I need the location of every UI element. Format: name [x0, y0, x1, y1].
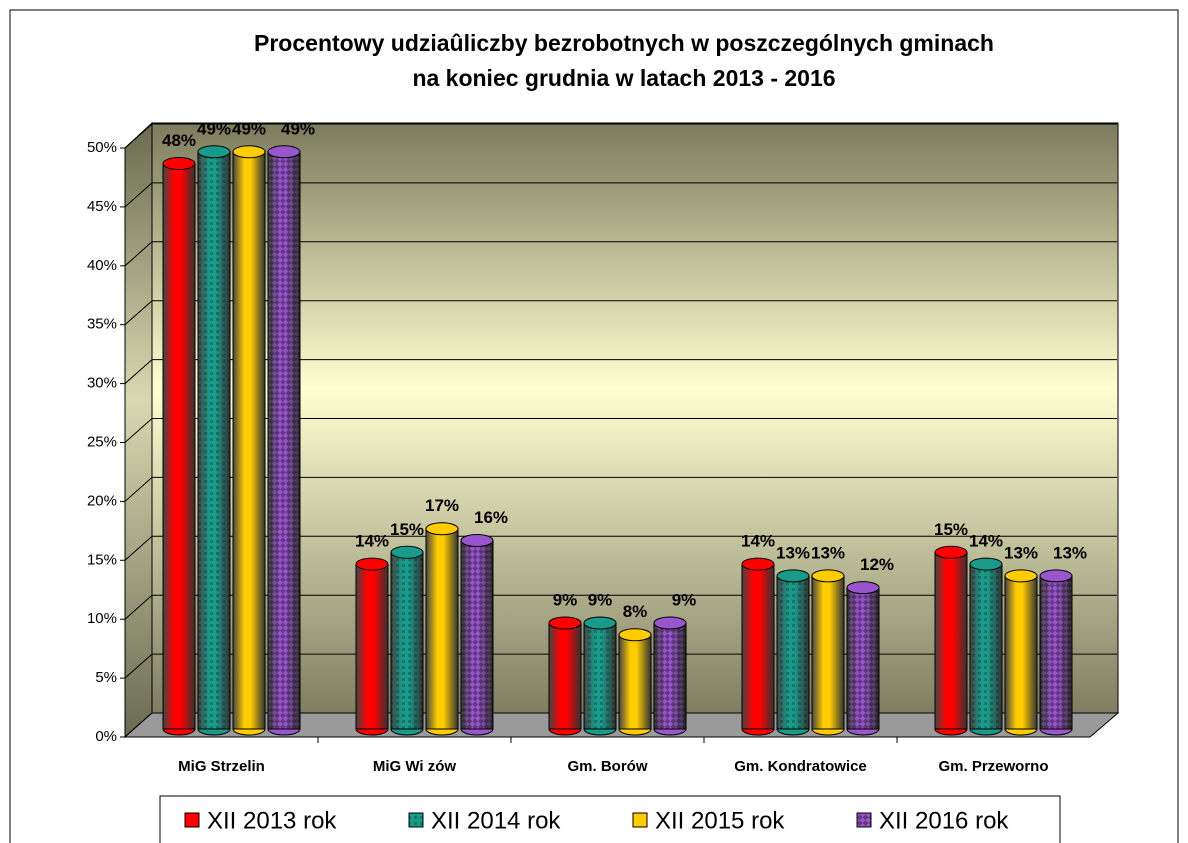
bar: [162, 163, 196, 730]
bar-pattern: [970, 564, 1002, 729]
y-tick-label: 35%: [87, 316, 117, 333]
frame: [9, 9, 1179, 843]
bar-cap: [197, 145, 231, 159]
bar-pattern: [847, 587, 879, 729]
grid-line: [124, 418, 153, 443]
bar-cap: [267, 145, 301, 159]
legend: [159, 795, 1061, 843]
bar: [548, 622, 582, 730]
value-label: 14%: [969, 532, 1003, 551]
x-tick-label: MiG Strzelin: [178, 758, 265, 775]
grid-line: [124, 300, 153, 326]
x-tick-label: MiG Wi zów: [373, 758, 457, 775]
value-label: 48%: [162, 131, 196, 150]
y-tick-label: 25%: [87, 433, 117, 450]
grid-line: [124, 653, 153, 679]
value-label: 13%: [776, 543, 810, 562]
y-tick-label: 20%: [87, 492, 117, 509]
value-label: 17%: [425, 496, 459, 515]
chart-title: Procentowy udziaûliczby bezrobotnych w p…: [254, 30, 994, 56]
bar: [811, 575, 845, 730]
bar-cap: [618, 628, 652, 642]
bar-pattern: [777, 575, 809, 729]
bar-cap: [583, 616, 617, 630]
legend-pattern: [409, 813, 423, 827]
value-label: 14%: [355, 532, 389, 551]
bar-pattern: [1040, 575, 1072, 729]
value-label: 12%: [860, 555, 894, 574]
bar-pattern: [461, 540, 493, 729]
legend-label: XII 2014 rok: [431, 807, 561, 834]
x-tick-label: Gm. Kondratowice: [734, 758, 867, 775]
bar-cap: [934, 545, 968, 559]
value-label: 9%: [672, 590, 697, 609]
y-tick-label: 15%: [87, 551, 117, 568]
y-tick-label: 5%: [95, 669, 117, 686]
legend-label: XII 2013 rok: [207, 807, 337, 834]
bar: [741, 563, 775, 730]
legend-label: XII 2015 rok: [655, 807, 785, 834]
bar: [425, 528, 459, 730]
value-label: 15%: [390, 520, 424, 539]
bar-cap: [969, 557, 1003, 571]
x-tick-label: Gm. Borów: [567, 758, 647, 775]
bar-pattern: [391, 552, 423, 729]
grid-line: [124, 359, 153, 384]
grid-line: [124, 535, 153, 561]
bar-cap: [548, 616, 582, 630]
value-label: 49%: [197, 119, 231, 138]
bar-cap: [162, 157, 196, 171]
bar-cap: [232, 145, 266, 159]
legend-pattern: [857, 813, 871, 827]
y-tick-label: 10%: [87, 610, 117, 627]
bar-cap: [1039, 569, 1073, 583]
grid-line: [124, 123, 153, 149]
bar-cap: [390, 545, 424, 559]
bar-cap: [1004, 569, 1038, 583]
x-tick-label: Gm. Przeworno: [938, 758, 1048, 775]
bar: [232, 151, 266, 730]
bar-cap: [776, 569, 810, 583]
grid-line: [124, 182, 153, 208]
bar: [934, 551, 968, 730]
bar-cap: [460, 534, 494, 548]
value-label: 49%: [281, 119, 315, 138]
bar: [355, 563, 389, 730]
bar: [618, 634, 652, 730]
chart-title: na koniec grudnia w latach 2013 - 2016: [412, 65, 835, 91]
legend-swatch: [184, 812, 200, 828]
grid-line: [124, 241, 153, 267]
bar: [1004, 575, 1038, 730]
value-label: 9%: [553, 590, 578, 609]
value-label: 14%: [741, 532, 775, 551]
value-label: 13%: [1004, 543, 1038, 562]
bar-cap: [811, 569, 845, 583]
value-label: 49%: [232, 119, 266, 138]
value-label: 16%: [474, 508, 508, 527]
grid-line: [124, 594, 153, 620]
y-tick-label: 40%: [87, 257, 117, 274]
value-label: 13%: [1053, 543, 1087, 562]
bar-pattern: [654, 622, 686, 729]
bar-cap: [425, 522, 459, 536]
bar-pattern: [584, 622, 616, 729]
bar-pattern: [198, 151, 230, 729]
bar-pattern: [268, 151, 300, 729]
y-tick-label: 30%: [87, 375, 117, 392]
bar-cap: [846, 581, 880, 595]
legend-label: XII 2016 rok: [879, 807, 1009, 834]
y-tick-label: 0%: [95, 728, 117, 745]
value-label: 13%: [811, 543, 845, 562]
bar-cap: [741, 557, 775, 571]
y-tick-label: 50%: [87, 139, 117, 156]
value-label: 9%: [588, 590, 613, 609]
y-tick-label: 45%: [87, 198, 117, 215]
value-label: 8%: [623, 602, 648, 621]
grid-line: [124, 477, 153, 502]
bar-cap: [653, 616, 687, 630]
legend-swatch: [632, 812, 648, 828]
value-label: 15%: [934, 520, 968, 539]
bar-cap: [355, 557, 389, 571]
